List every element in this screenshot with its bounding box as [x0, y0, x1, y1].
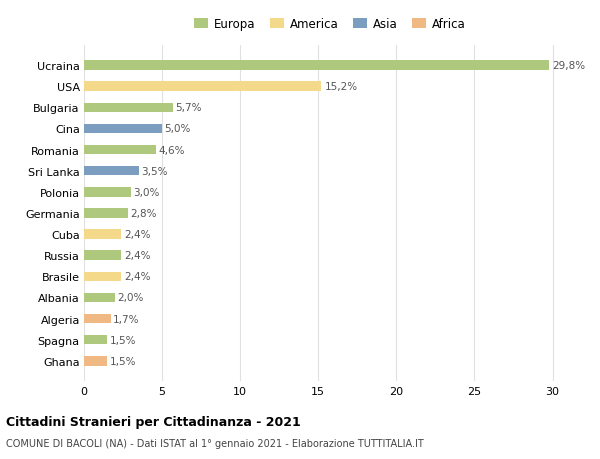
Text: 1,5%: 1,5% [110, 335, 136, 345]
Bar [84, 314, 110, 324]
Bar [84, 230, 121, 239]
Text: 5,7%: 5,7% [175, 103, 202, 113]
Legend: Europa, America, Asia, Africa: Europa, America, Asia, Africa [194, 18, 466, 31]
Text: 2,4%: 2,4% [124, 251, 151, 261]
Bar [84, 146, 156, 155]
Bar [84, 293, 115, 302]
Text: 5,0%: 5,0% [164, 124, 191, 134]
Bar [84, 103, 173, 113]
Text: Cittadini Stranieri per Cittadinanza - 2021: Cittadini Stranieri per Cittadinanza - 2… [6, 415, 301, 428]
Text: 3,5%: 3,5% [141, 166, 167, 176]
Text: 2,0%: 2,0% [118, 293, 144, 303]
Bar [84, 188, 131, 197]
Bar [84, 335, 107, 345]
Bar [84, 82, 322, 92]
Text: 2,4%: 2,4% [124, 272, 151, 282]
Bar [84, 251, 121, 260]
Bar [84, 124, 162, 134]
Bar [84, 272, 121, 281]
Bar [84, 167, 139, 176]
Text: 29,8%: 29,8% [553, 61, 586, 71]
Text: 1,5%: 1,5% [110, 356, 136, 366]
Text: 4,6%: 4,6% [158, 145, 185, 155]
Bar [84, 61, 550, 71]
Text: 2,8%: 2,8% [130, 208, 157, 218]
Text: 3,0%: 3,0% [133, 187, 160, 197]
Text: 1,7%: 1,7% [113, 314, 139, 324]
Bar [84, 209, 128, 218]
Text: 15,2%: 15,2% [325, 82, 358, 92]
Text: COMUNE DI BACOLI (NA) - Dati ISTAT al 1° gennaio 2021 - Elaborazione TUTTITALIA.: COMUNE DI BACOLI (NA) - Dati ISTAT al 1°… [6, 438, 424, 448]
Text: 2,4%: 2,4% [124, 230, 151, 240]
Bar [84, 356, 107, 366]
